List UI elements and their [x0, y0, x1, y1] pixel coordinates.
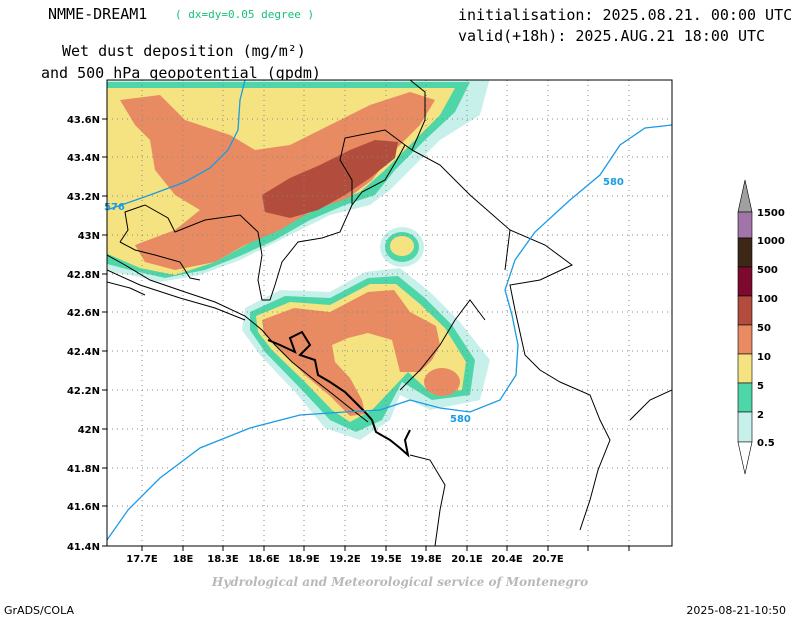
lat-label: 42.2N [67, 386, 100, 397]
contour-label-576: 576 [104, 202, 125, 213]
lon-label: 19.2E [329, 554, 361, 565]
valid-time: valid(+18h): 2025.AUG.21 18:00 UTC [458, 27, 766, 45]
lon-label: 20.4E [491, 554, 523, 565]
legend-swatch [737, 266, 753, 297]
lat-label: 42.6N [67, 308, 100, 319]
legend-label: 500 [757, 265, 778, 276]
legend-label: 10 [757, 352, 771, 363]
legend-arrow-top [737, 179, 753, 213]
lon-label: 18.3E [207, 554, 239, 565]
dust-field-blob-center [380, 227, 424, 267]
dust-fields [107, 80, 490, 440]
legend-label: 1000 [757, 236, 785, 247]
country-borders [107, 80, 672, 546]
legend-swatch [737, 411, 753, 443]
lat-label: 42.8N [67, 270, 100, 281]
legend-arrow-bottom [737, 441, 753, 475]
lat-label: 41.6N [67, 502, 100, 513]
dust-field-north [107, 80, 490, 282]
contour-labels: 576 580 580 [104, 177, 624, 425]
color-legend: 1500 1000 500 100 50 10 5 2 0.5 [737, 179, 785, 475]
timestamp: 2025-08-21-10:50 [686, 604, 786, 617]
legend-label: 5 [757, 381, 764, 392]
lon-label: 20.7E [532, 554, 564, 565]
legend-swatch [737, 324, 753, 355]
legend-swatch [737, 353, 753, 384]
map-frame [106, 79, 673, 547]
lat-label: 43.2N [67, 192, 100, 203]
map-title-line-2: and 500 hPa geopotential (gpdm) [41, 64, 321, 82]
contour-580-south [107, 399, 411, 541]
lat-label: 43.6N [67, 115, 100, 126]
lat-label: 42N [78, 425, 100, 436]
legend-label: 0.5 [757, 438, 775, 449]
legend-label: 100 [757, 294, 778, 305]
legend-swatch [737, 237, 753, 268]
contour-label-580-south: 580 [450, 414, 471, 425]
credit-line: Hydrological and Meteorological service … [211, 575, 589, 589]
lon-label: 19.8E [410, 554, 442, 565]
lat-label: 43.4N [67, 153, 100, 164]
contour-580-east [409, 124, 672, 413]
legend-label: 2 [757, 410, 764, 421]
latitude-labels: 43.6N 43.4N 43.2N 43N 42.8N 42.6N 42.4N … [67, 115, 100, 553]
lon-label: 18.9E [288, 554, 320, 565]
lat-label: 41.4N [67, 542, 100, 553]
contour-576 [107, 80, 246, 211]
lon-label: 20.1E [451, 554, 483, 565]
lat-label: 41.8N [67, 464, 100, 475]
longitude-labels: 17.7E 18E 18.3E 18.6E 18.9E 19.2E 19.5E … [126, 554, 564, 565]
lon-label: 18.6E [248, 554, 280, 565]
model-name: NMME-DREAM1 [48, 5, 148, 23]
lon-label: 19.5E [370, 554, 402, 565]
legend-swatch [737, 211, 753, 239]
montenegro-coastline [267, 330, 411, 458]
lat-label: 42.4N [67, 347, 100, 358]
legend-swatch [737, 382, 753, 413]
lon-label: 17.7E [126, 554, 158, 565]
lon-label: 18E [173, 554, 194, 565]
axis-ticks [102, 118, 630, 551]
contour-label-580-east: 580 [603, 177, 624, 188]
legend-label: 1500 [757, 208, 785, 219]
legend-swatch [737, 295, 753, 326]
lat-label: 43N [78, 231, 100, 242]
model-resolution: ( dx=dy=0.05 degree ) [175, 8, 315, 21]
initialisation-time: initialisation: 2025.08.21. 00:00 UTC [458, 6, 793, 24]
legend-label: 50 [757, 323, 771, 334]
geopotential-contours [107, 80, 672, 541]
map-title-line-1: Wet dust deposition (mg/m²) [62, 42, 306, 60]
software-label: GrADS/COLA [4, 604, 74, 617]
